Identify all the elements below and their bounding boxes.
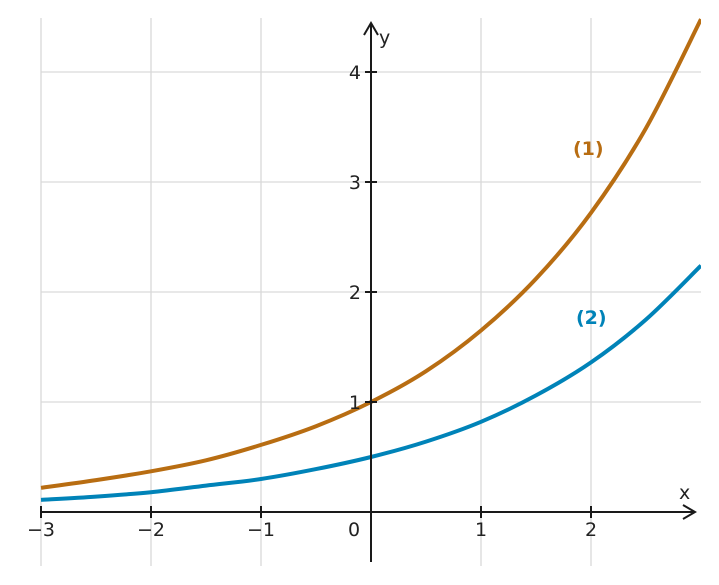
x-tick-label: 0 xyxy=(348,519,360,541)
y-axis-arrow xyxy=(363,21,379,36)
y-tick-label: 2 xyxy=(349,282,361,304)
y-axis-label: y xyxy=(379,27,390,49)
x-tick-label: −3 xyxy=(27,519,55,541)
ticks: −3 −2 −1 0 1 2 1 2 3 4 xyxy=(27,62,597,541)
curve-labels: (1) (2) xyxy=(573,138,607,329)
y-tick-label: 1 xyxy=(349,392,361,414)
x-axis-label: x xyxy=(679,482,690,504)
y-tick-label: 3 xyxy=(349,172,361,194)
x-tick-label: 2 xyxy=(585,519,597,541)
curve-1-line xyxy=(40,18,701,490)
x-tick-label: −2 xyxy=(137,519,165,541)
curve-2-label: (2) xyxy=(576,307,607,329)
curve-1-label: (1) xyxy=(573,138,604,160)
x-axis-arrow xyxy=(682,504,697,520)
curve-2-line xyxy=(40,264,701,502)
x-tick-label: 1 xyxy=(475,519,487,541)
curves xyxy=(40,18,701,502)
x-tick-label: −1 xyxy=(247,519,275,541)
y-tick-label: 4 xyxy=(349,62,361,84)
